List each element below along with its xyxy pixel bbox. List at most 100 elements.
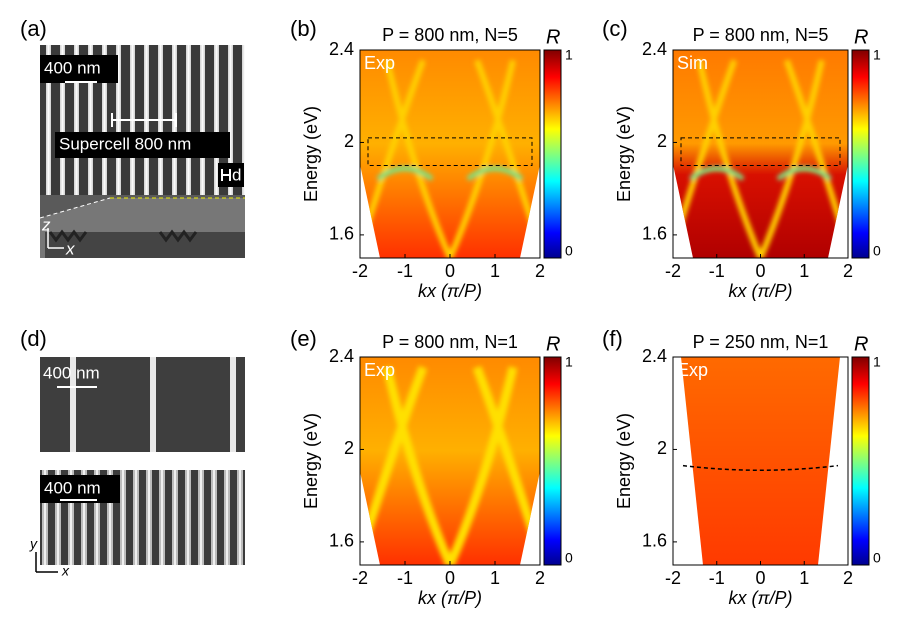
colorbar-tick-label: 1 <box>873 47 881 63</box>
colorbar-tick-label: 0 <box>873 243 881 259</box>
colorbar-tick-label: 0 <box>873 550 881 566</box>
y-axis-label: Energy (eV) <box>614 106 634 202</box>
heatmap-bg <box>360 50 540 258</box>
heatmap-bg <box>681 357 840 565</box>
annotation: Exp <box>364 53 395 73</box>
scale-label: 400 nm <box>44 58 101 77</box>
y-tick-label: 2 <box>657 438 667 458</box>
panel-label: (b) <box>290 16 317 41</box>
chart-title: P = 800 nm, N=1 <box>382 332 518 352</box>
colorbar <box>851 49 870 259</box>
colorbar-label: R <box>546 333 560 355</box>
y-tick-label: 2 <box>344 131 354 151</box>
y-axis-label: Energy (eV) <box>301 106 321 202</box>
colorbar-tick-label: 0 <box>565 550 573 566</box>
band <box>445 366 518 565</box>
heatmap-image <box>360 357 540 565</box>
colorbar <box>543 356 562 566</box>
band <box>384 59 453 258</box>
y-tick-label: 2.4 <box>329 346 354 366</box>
x-tick-label: 2 <box>535 261 545 281</box>
d-label: d <box>232 165 241 184</box>
colorbar <box>851 356 870 566</box>
x-tick-label: 0 <box>755 568 765 588</box>
dashed-box <box>367 137 533 167</box>
x-tick-label: 1 <box>799 568 809 588</box>
band <box>696 59 764 258</box>
x-tick-label: 0 <box>755 261 765 281</box>
chart-title: P = 250 nm, N=1 <box>693 332 829 352</box>
x-tick-label: 2 <box>843 568 853 588</box>
band <box>688 166 833 181</box>
dashed-curve <box>682 464 839 471</box>
panel-label: (c) <box>602 16 628 41</box>
axis-z: z <box>41 215 51 234</box>
y-tick-label: 1.6 <box>329 531 354 551</box>
x-tick-label: 1 <box>799 261 809 281</box>
x-tick-label: 2 <box>843 261 853 281</box>
annotation: Exp <box>677 360 708 380</box>
scale-label: 400 nm <box>43 363 100 382</box>
y-tick-label: 2.4 <box>642 39 667 59</box>
scale-label: 400 nm <box>44 478 101 497</box>
panel-label: (a) <box>20 16 47 41</box>
y-tick-label: 2.4 <box>642 346 667 366</box>
supercell-label: Supercell 800 nm <box>59 134 191 153</box>
x-axis-label: kx (π/P) <box>418 588 482 608</box>
colorbar-tick-label: 0 <box>565 243 573 259</box>
band <box>376 166 524 181</box>
x-tick-label: -1 <box>397 568 413 588</box>
dashed-box <box>680 137 841 167</box>
chart-title: P = 800 nm, N=5 <box>382 25 518 45</box>
heatmap-bg <box>673 50 848 258</box>
band <box>757 59 825 258</box>
band <box>382 366 455 565</box>
heatmap-image <box>673 50 848 258</box>
colorbar-label: R <box>546 26 560 48</box>
colorbar-tick-label: 1 <box>565 47 573 63</box>
band <box>447 59 516 258</box>
panel-label: (e) <box>290 326 317 351</box>
y-tick-label: 2 <box>657 131 667 151</box>
x-tick-label: -2 <box>665 568 681 588</box>
x-tick-label: -2 <box>352 568 368 588</box>
y-tick-label: 1.6 <box>642 531 667 551</box>
heatmap-image <box>681 357 840 565</box>
axis-y: y <box>29 536 38 552</box>
y-tick-label: 1.6 <box>642 224 667 244</box>
colorbar-tick-label: 1 <box>873 354 881 370</box>
sem-image <box>39 45 245 258</box>
x-axis-label: kx (π/P) <box>418 281 482 301</box>
x-tick-label: -1 <box>709 568 725 588</box>
y-tick-label: 2 <box>344 438 354 458</box>
panel-label: (d) <box>20 326 47 351</box>
heatmap-image <box>360 50 540 258</box>
colorbar <box>543 49 562 259</box>
panel-label: (f) <box>602 326 623 351</box>
annotation: Exp <box>364 360 395 380</box>
y-axis-label: Energy (eV) <box>301 413 321 509</box>
x-tick-label: -2 <box>352 261 368 281</box>
x-tick-label: 0 <box>445 568 455 588</box>
y-tick-label: 2.4 <box>329 39 354 59</box>
x-tick-label: 2 <box>535 568 545 588</box>
x-axis-label: kx (π/P) <box>728 588 792 608</box>
y-axis-label: Energy (eV) <box>614 413 634 509</box>
axis-x: x <box>65 239 75 258</box>
x-tick-label: -1 <box>709 261 725 281</box>
colorbar-label: R <box>854 26 868 48</box>
y-tick-label: 1.6 <box>329 224 354 244</box>
annotation: Sim <box>677 53 708 73</box>
sem-image <box>40 357 245 565</box>
axis-x: x <box>61 563 70 579</box>
x-tick-label: -1 <box>397 261 413 281</box>
chart-title: P = 800 nm, N=5 <box>693 25 829 45</box>
x-tick-label: 1 <box>490 568 500 588</box>
colorbar-tick-label: 1 <box>565 354 573 370</box>
axes-arrow <box>35 552 58 573</box>
colorbar-label: R <box>854 333 868 355</box>
x-tick-label: -2 <box>665 261 681 281</box>
x-tick-label: 0 <box>445 261 455 281</box>
x-axis-label: kx (π/P) <box>728 281 792 301</box>
